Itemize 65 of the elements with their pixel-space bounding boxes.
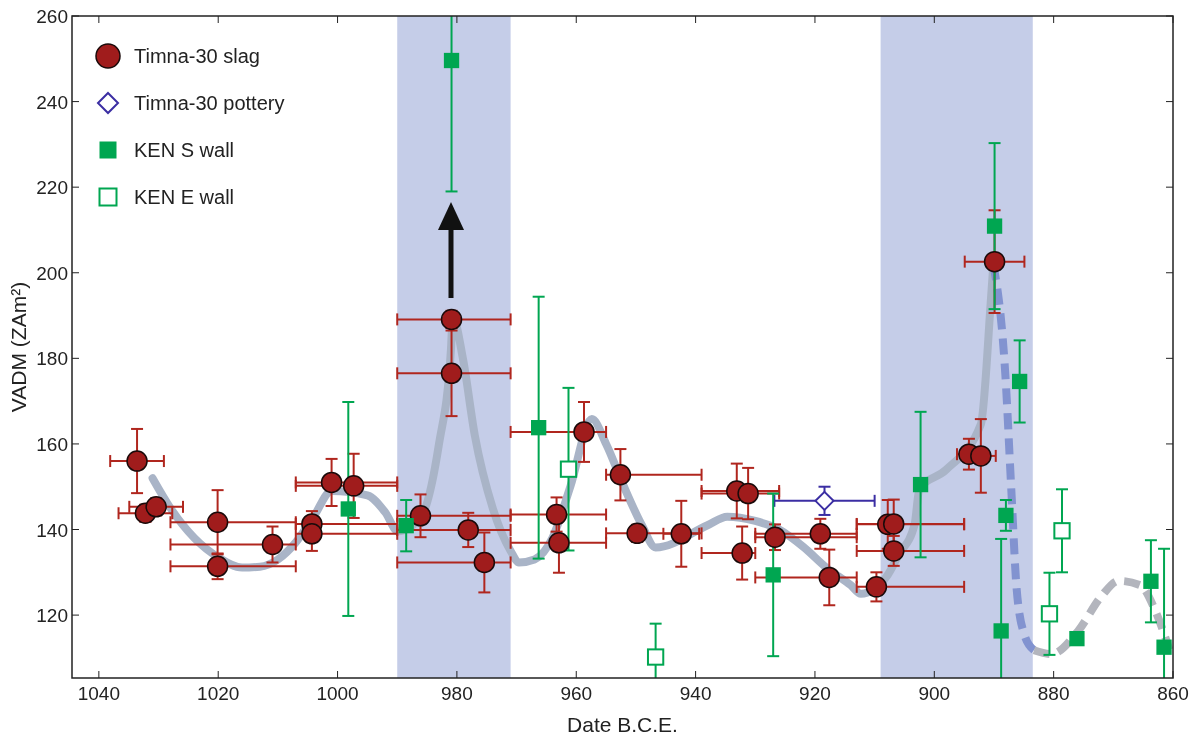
point [261,533,284,556]
point [882,513,905,535]
point [1156,639,1172,655]
point [1040,605,1059,623]
point [1069,630,1085,647]
y-tick-label: 160 [36,433,68,455]
x-tick-label: 900 [918,683,951,704]
point [737,482,759,505]
x-tick-label: 940 [679,683,712,704]
y-tick-label: 240 [36,91,68,113]
point [809,523,832,545]
point [731,542,753,564]
x-tick-label: 1040 [77,683,120,704]
x-tick-label: 1000 [316,683,359,704]
y-tick-label: 220 [36,177,68,199]
point [983,250,1006,273]
x-axis-title: Date B.C.E. [567,713,678,736]
point [126,450,148,472]
y-tick-label: 200 [36,262,68,284]
point [548,532,570,554]
point [409,505,432,527]
point [764,526,786,548]
y-tick-label: 120 [36,605,68,627]
point [609,463,632,486]
point [993,623,1009,639]
x-tick-label: 980 [441,683,473,704]
point [301,523,323,545]
point [1053,522,1071,540]
point [342,475,365,497]
y-tick-label: 140 [36,519,68,541]
legend-label: KEN S wall [134,139,235,161]
point [818,566,841,589]
x-tick-label: 1020 [197,683,240,704]
x-tick-label: 860 [1157,683,1189,704]
point [340,501,356,517]
legend-label: Timna-30 slag [134,45,260,67]
point [814,490,835,511]
point [320,471,343,494]
point [559,460,578,478]
legend-label: Timna-30 pottery [134,92,285,114]
y-tick-label: 180 [36,348,68,370]
point [1011,373,1028,390]
point [573,421,595,443]
point [646,648,665,666]
point [457,519,479,541]
point [1143,573,1159,589]
point [545,503,568,526]
point [970,445,992,467]
point [473,551,496,574]
y-tick-label: 260 [36,6,68,27]
point [765,567,781,583]
point [912,476,929,493]
legend-label: KEN E wall [134,186,235,208]
point [986,218,1003,234]
point [531,420,547,436]
point [865,576,888,598]
y-axis-title: VADM (ZAm²) [7,281,30,413]
point [670,523,693,545]
x-tick-label: 920 [799,683,831,704]
point [443,52,460,69]
x-tick-label: 960 [560,683,593,704]
x-tick-label: 880 [1037,683,1070,704]
point [440,362,463,385]
point [206,511,229,533]
point [998,507,1014,524]
